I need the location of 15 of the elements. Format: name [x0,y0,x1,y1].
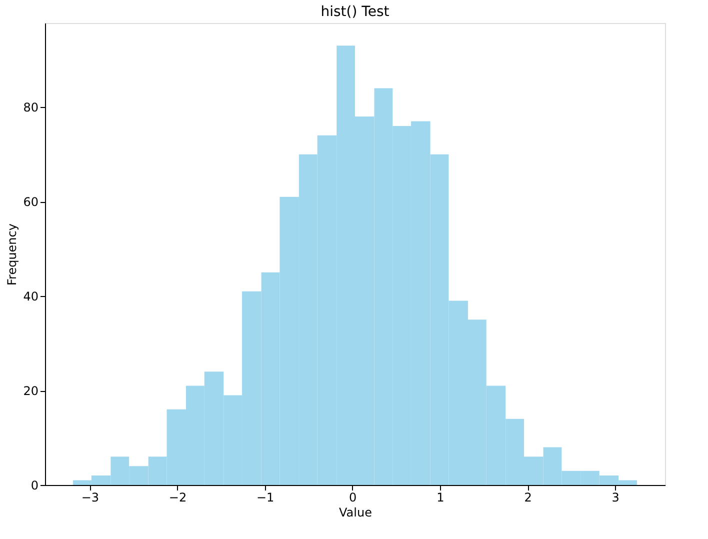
y-axis-title: Frequency [5,224,20,286]
x-axis-title: Value [339,506,372,520]
y-tick-label: 80 [23,100,38,115]
x-tick-label: −3 [81,490,100,504]
y-tick-label: 0 [30,478,38,492]
x-tick-label: 3 [612,490,620,504]
y-tick-label: 20 [23,384,38,398]
x-tick-label: 1 [436,490,444,504]
x-tick-label: 2 [524,490,532,504]
x-tick-label: −2 [168,490,187,504]
x-tick-label: −1 [256,490,274,504]
chart-title: hist() Test [320,4,390,20]
y-tick-label: 60 [23,195,38,210]
x-tick-label: 0 [349,490,357,504]
y-tick-label: 40 [23,290,38,304]
